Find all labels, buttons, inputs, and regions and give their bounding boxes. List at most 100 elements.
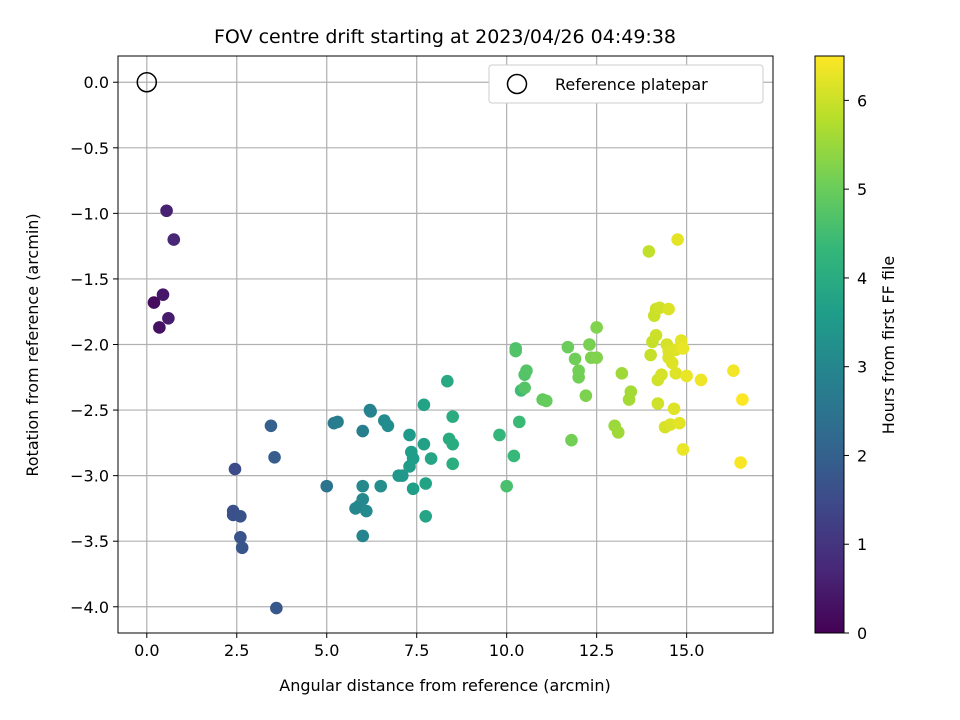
data-point <box>419 477 433 490</box>
data-point <box>671 233 684 246</box>
data-point <box>419 509 433 523</box>
y-tick-label: −1.0 <box>70 204 109 223</box>
data-point <box>734 456 747 469</box>
data-point <box>518 381 531 395</box>
data-point <box>662 302 675 316</box>
data-point <box>568 352 582 366</box>
x-tick-label: 0.0 <box>134 641 159 660</box>
data-point <box>331 415 344 429</box>
data-point <box>539 394 553 408</box>
data-point <box>520 364 533 378</box>
data-point <box>270 601 283 615</box>
data-point <box>512 415 526 429</box>
data-point <box>615 367 629 380</box>
data-point <box>424 452 438 465</box>
x-tick-label: 5.0 <box>314 641 339 660</box>
data-point <box>228 462 242 476</box>
data-point <box>667 402 681 416</box>
data-point <box>561 340 575 354</box>
y-tick-label: −2.5 <box>70 401 109 420</box>
data-point <box>417 437 431 451</box>
reference-marker <box>136 71 158 93</box>
data-point <box>446 437 459 451</box>
colorbar-tick-label: 2 <box>857 446 867 465</box>
data-point <box>500 479 513 493</box>
y-tick-label: −3.0 <box>70 467 109 486</box>
data-point <box>234 530 247 544</box>
data-point <box>655 368 668 381</box>
y-tick-label: −2.0 <box>70 336 109 355</box>
data-point <box>356 529 370 543</box>
data-point <box>381 419 395 433</box>
colorbar-tick-label: 1 <box>857 535 867 554</box>
legend: Reference platepar <box>488 64 764 104</box>
data-point <box>356 492 370 506</box>
x-tick-label: 2.5 <box>224 641 249 660</box>
data-points <box>147 204 749 615</box>
data-point <box>374 479 388 493</box>
data-point <box>446 410 459 423</box>
x-tick-label: 12.5 <box>579 641 615 660</box>
data-point <box>727 364 740 378</box>
data-point <box>676 443 690 456</box>
data-point <box>356 479 370 493</box>
x-tick-label: 10.0 <box>489 641 525 660</box>
data-point <box>611 426 625 439</box>
legend-box <box>488 64 764 104</box>
data-point <box>235 541 249 555</box>
colorbar <box>814 55 845 634</box>
data-point <box>624 385 638 399</box>
data-point <box>680 369 693 383</box>
data-point <box>651 397 665 410</box>
data-point <box>417 398 431 412</box>
colorbar-tick-label: 3 <box>857 358 867 377</box>
data-point <box>162 311 175 325</box>
data-point <box>446 457 459 471</box>
data-point <box>579 389 593 402</box>
data-point <box>356 424 370 438</box>
data-point <box>153 321 166 334</box>
data-point <box>406 452 420 465</box>
y-axis-label: Rotation from reference (arcmin) <box>23 213 42 476</box>
data-point <box>649 329 663 342</box>
colorbar-tick-label: 6 <box>857 91 867 110</box>
reference-point <box>136 71 158 93</box>
colorbar-tick-label: 4 <box>857 269 867 288</box>
chart-title: FOV centre drift starting at 2023/04/26 … <box>214 26 676 48</box>
legend-marker <box>506 73 528 95</box>
y-tick-label: −3.5 <box>70 532 109 551</box>
data-point <box>694 373 708 387</box>
data-point <box>264 419 278 433</box>
x-tick-label: 15.0 <box>669 641 705 660</box>
data-point <box>320 479 334 493</box>
data-point <box>167 233 181 246</box>
colorbar-label: Hours from first FF file <box>879 256 898 435</box>
y-tick-label: −4.0 <box>70 598 109 617</box>
data-point <box>665 356 679 370</box>
data-point <box>493 428 506 442</box>
data-point <box>590 321 603 334</box>
colorbar-ticks: 0 1 2 3 4 5 6 <box>844 91 867 643</box>
y-tick-label: 0.0 <box>84 73 109 92</box>
grid <box>118 56 773 633</box>
data-point <box>583 338 596 351</box>
x-tick-label: 7.5 <box>404 641 429 660</box>
data-point <box>507 449 521 463</box>
data-point <box>364 405 377 418</box>
data-point <box>673 416 686 430</box>
data-point <box>156 288 170 301</box>
data-point <box>669 367 683 380</box>
colorbar-tick-label: 5 <box>857 180 867 199</box>
data-point <box>590 351 603 364</box>
x-axis-ticks: 0.0 2.5 5.0 7.5 10.0 12.5 15.0 <box>134 633 704 660</box>
data-point <box>406 482 420 496</box>
data-point <box>509 344 522 358</box>
legend-label: Reference platepar <box>555 75 708 94</box>
data-point <box>396 469 409 482</box>
data-point <box>403 428 416 442</box>
data-point <box>644 348 657 362</box>
data-point <box>360 504 373 518</box>
x-axis-label: Angular distance from reference (arcmin) <box>279 676 610 695</box>
data-point <box>736 393 749 406</box>
